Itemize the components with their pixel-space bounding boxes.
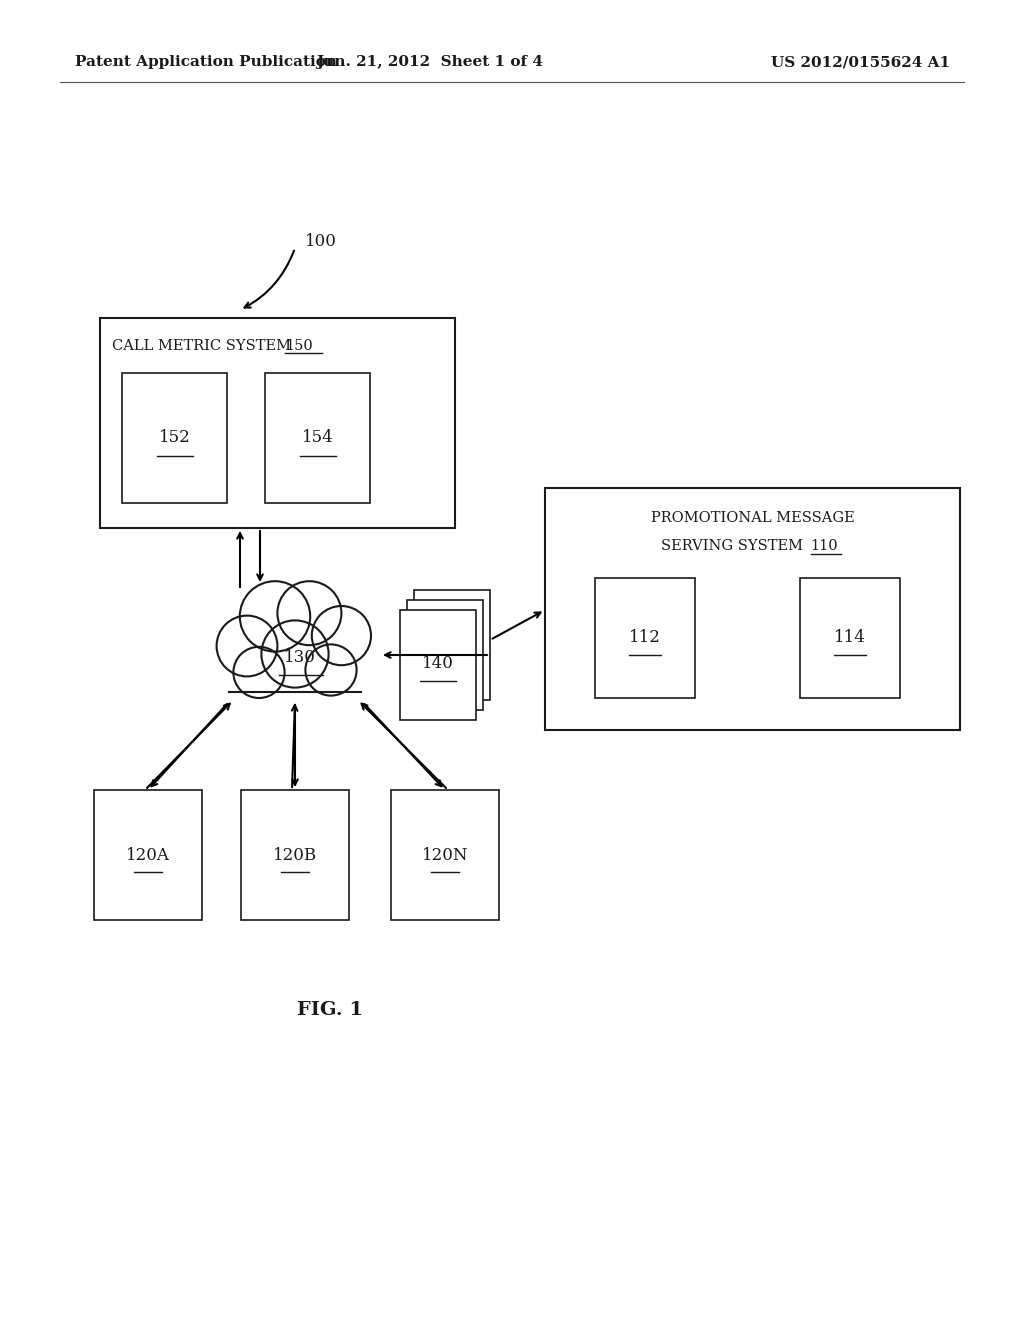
Text: Patent Application Publication: Patent Application Publication xyxy=(75,55,337,69)
Circle shape xyxy=(217,615,278,676)
Text: PROMOTIONAL MESSAGE: PROMOTIONAL MESSAGE xyxy=(650,511,854,525)
Bar xyxy=(800,578,900,698)
Text: FIG. 1: FIG. 1 xyxy=(297,1001,364,1019)
Text: 130: 130 xyxy=(284,649,316,667)
Circle shape xyxy=(305,644,356,696)
Text: 114: 114 xyxy=(835,630,866,647)
Circle shape xyxy=(240,581,310,652)
Text: 120N: 120N xyxy=(422,846,468,863)
Bar xyxy=(229,671,360,698)
Bar xyxy=(407,601,483,710)
Bar xyxy=(391,789,499,920)
Text: 150: 150 xyxy=(285,339,312,352)
Text: US 2012/0155624 A1: US 2012/0155624 A1 xyxy=(771,55,950,69)
Text: 112: 112 xyxy=(629,630,660,647)
Text: 140: 140 xyxy=(422,655,454,672)
Bar xyxy=(94,789,202,920)
Circle shape xyxy=(233,647,285,698)
Bar xyxy=(400,610,476,719)
Bar xyxy=(595,578,695,698)
Bar xyxy=(122,374,227,503)
Bar xyxy=(100,318,455,528)
Bar xyxy=(265,374,370,503)
Circle shape xyxy=(261,620,329,688)
Text: 100: 100 xyxy=(305,234,337,251)
Text: 152: 152 xyxy=(159,429,190,446)
Circle shape xyxy=(278,581,341,645)
Text: 110: 110 xyxy=(811,539,839,553)
Text: CALL METRIC SYSTEM: CALL METRIC SYSTEM xyxy=(112,339,296,352)
Text: 120B: 120B xyxy=(273,846,317,863)
Bar xyxy=(414,590,490,700)
Bar xyxy=(241,789,349,920)
Text: SERVING SYSTEM: SERVING SYSTEM xyxy=(662,539,808,553)
Text: 154: 154 xyxy=(302,429,334,446)
Text: Jun. 21, 2012  Sheet 1 of 4: Jun. 21, 2012 Sheet 1 of 4 xyxy=(316,55,544,69)
Circle shape xyxy=(311,606,371,665)
Text: 120A: 120A xyxy=(126,846,170,863)
Bar xyxy=(545,488,961,730)
